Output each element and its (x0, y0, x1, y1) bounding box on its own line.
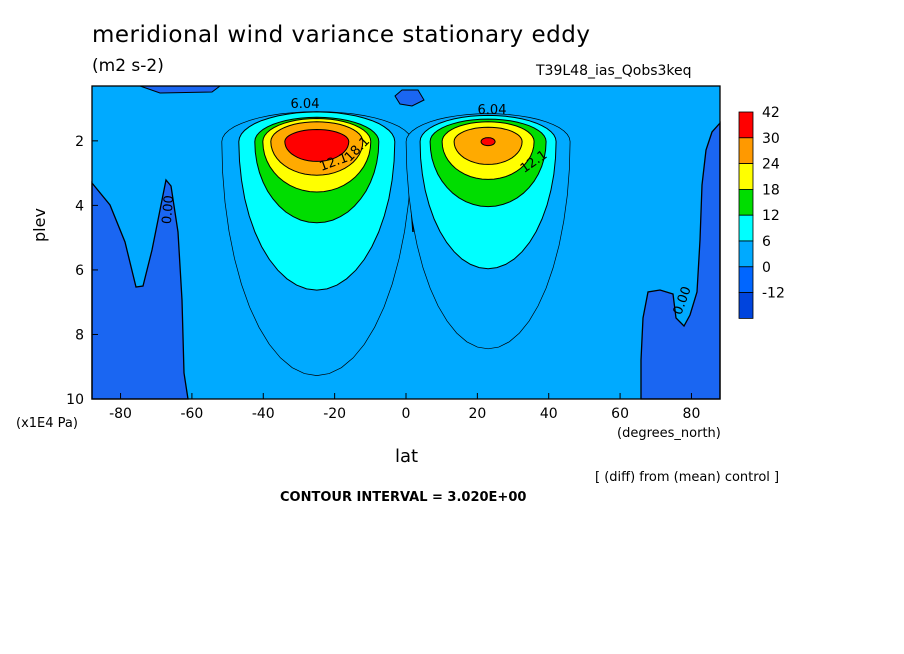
chart-units: (m2 s-2) (92, 56, 164, 76)
x-tick-label: 20 (468, 406, 486, 422)
colorbar-swatch (738, 292, 754, 319)
colorbar-label: 6 (762, 234, 771, 250)
x-tick-label: 0 (402, 406, 411, 422)
x-tick-label: -20 (323, 406, 346, 422)
x-axis-units: (degrees_north) (617, 426, 721, 441)
x-axis-label: lat (395, 446, 419, 467)
colorbar-swatch (738, 188, 754, 216)
south-contour-5 (284, 128, 350, 162)
contour-interval: CONTOUR INTERVAL = 3.020E+00 (280, 490, 527, 505)
y-axis-units: (x1E4 Pa) (16, 416, 78, 431)
colorbar-swatch (738, 111, 754, 139)
top-negative-patch (394, 89, 425, 107)
colorbar-swatch (738, 214, 754, 242)
colorbar-swatch (738, 266, 754, 293)
colorbar-swatch (738, 163, 754, 190)
diff-note: [ (diff) from (mean) control ] (595, 470, 780, 485)
axis-ticks: -80 -60 -40 -20 0 20 40 60 80 2 4 6 8 10 (66, 134, 700, 422)
run-label: T39L48_ias_Qobs3keq (536, 63, 692, 79)
y-tick-label: 2 (75, 134, 84, 150)
y-axis-label: plev (30, 208, 49, 242)
x-tick-label: -40 (252, 406, 275, 422)
north-negative-region (640, 121, 721, 400)
colorbar-label: 18 (762, 182, 780, 198)
x-tick-label: -80 (109, 406, 132, 422)
x-tick-label: -60 (180, 406, 203, 422)
x-tick-label: 40 (540, 406, 558, 422)
contour-label: 0.00 (160, 195, 177, 225)
colorbar: 42 30 24 18 12 6 0 -12 (738, 105, 785, 319)
y-tick-label: 8 (75, 327, 84, 343)
colorbar-swatch (738, 240, 754, 268)
colorbar-label: 12 (762, 208, 780, 224)
colorbar-label: 24 (762, 157, 780, 173)
y-tick-label: 6 (75, 263, 84, 279)
south-negative-region (91, 178, 189, 400)
colorbar-label: 0 (762, 260, 771, 276)
y-tick-label: 4 (75, 198, 84, 214)
y-tick-label: 10 (66, 392, 84, 408)
x-tick-label: 80 (683, 406, 701, 422)
colorbar-label: 42 (762, 105, 780, 121)
north-contour-5 (480, 137, 496, 147)
colorbar-label: 30 (762, 131, 780, 147)
x-tick-label: 60 (611, 406, 629, 422)
chart-title: meridional wind variance stationary eddy (92, 22, 591, 48)
colorbar-label: -12 (762, 286, 785, 302)
colorbar-swatch (738, 137, 754, 165)
contour-label: 6.04 (478, 103, 507, 118)
contour-label: 6.04 (291, 97, 320, 112)
